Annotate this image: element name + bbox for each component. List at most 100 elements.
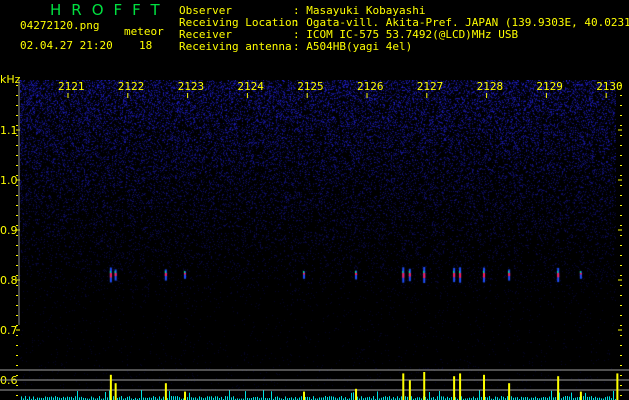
noise-bar [75, 396, 76, 400]
noise-bar [65, 397, 66, 400]
noise-bar [347, 398, 348, 400]
noise-bar [469, 397, 470, 400]
y-tick-label: 0.8 [0, 274, 18, 287]
noise-bar [605, 397, 606, 400]
noise-bar [135, 397, 136, 400]
app-title: HROFFT [50, 1, 170, 19]
noise-bar [99, 396, 100, 400]
noise-bar [511, 396, 512, 400]
noise-bar [217, 396, 218, 400]
noise-bar [595, 396, 596, 400]
noise-bar [603, 398, 604, 400]
noise-bar [183, 398, 184, 400]
info-label: Receiver [179, 28, 232, 41]
y-minor-tick-right [620, 125, 622, 126]
x-tick-label: 2125 [297, 80, 324, 93]
noise-bar [229, 390, 230, 400]
y-minor-tick [16, 335, 18, 336]
y-minor-tick [16, 215, 18, 216]
noise-bar [589, 396, 590, 400]
noise-bar [315, 398, 316, 400]
y-minor-tick-right [620, 85, 622, 86]
y-minor-tick-right [620, 145, 622, 146]
noise-bar [155, 397, 156, 400]
noise-bar [237, 398, 238, 400]
meteor-count: 18 [139, 39, 153, 52]
noise-bar [607, 396, 608, 400]
noise-bar [295, 397, 296, 400]
noise-bar [173, 396, 174, 400]
y-minor-tick-right [620, 185, 622, 186]
filename: 04272120.png [20, 19, 100, 32]
noise-bar [199, 396, 200, 400]
info-label: Observer [179, 4, 232, 17]
noise-bar [543, 397, 544, 400]
noise-bar [383, 396, 384, 400]
noise-bar [187, 397, 188, 400]
noise-bar [319, 397, 320, 400]
noise-bar [189, 392, 190, 400]
noise-bar [43, 398, 44, 400]
noise-bar [259, 398, 260, 400]
noise-bar [479, 390, 480, 400]
noise-bar [299, 397, 300, 400]
noise-bar [35, 398, 36, 400]
noise-bar [257, 396, 258, 400]
noise-bar [393, 397, 394, 400]
y-minor-tick-right [620, 275, 622, 276]
noise-bar [175, 396, 176, 400]
noise-bar [311, 398, 312, 400]
noise-bar [281, 398, 282, 400]
noise-bar [149, 397, 150, 400]
noise-bar [397, 396, 398, 400]
meteor-bar [616, 373, 619, 400]
y-minor-tick-right [620, 285, 622, 286]
noise-bar [255, 397, 256, 400]
noise-bar [377, 391, 378, 400]
meteor-bar [557, 376, 560, 400]
noise-bar [601, 398, 602, 400]
meteor-bar [459, 373, 462, 400]
noise-bar [507, 396, 508, 400]
noise-bar [471, 398, 472, 400]
noise-bar [233, 396, 234, 400]
noise-bar [157, 398, 158, 400]
noise-bar [67, 396, 68, 400]
x-tick-label: 2121 [58, 80, 85, 93]
meteor-bar [579, 391, 582, 400]
noise-bar [137, 398, 138, 400]
y-minor-tick [16, 155, 18, 156]
noise-bar [253, 397, 254, 400]
noise-bar [309, 397, 310, 400]
noise-bar [385, 396, 386, 400]
noise-bar [523, 397, 524, 400]
noise-bar [517, 397, 518, 400]
y-minor-tick-right [620, 335, 622, 336]
noise-bar [427, 398, 428, 400]
y-minor-tick [16, 135, 18, 136]
y-minor-tick-right [620, 365, 622, 366]
noise-bar [547, 397, 548, 400]
noise-bar [167, 398, 168, 400]
noise-bar [531, 397, 532, 400]
noise-bar [71, 396, 72, 400]
noise-bar [505, 398, 506, 400]
noise-bar [593, 398, 594, 400]
noise-bar [29, 396, 30, 400]
noise-bar [55, 396, 56, 400]
noise-bar [527, 397, 528, 400]
noise-bar [23, 398, 24, 400]
noise-bar [467, 398, 468, 400]
noise-bar [285, 396, 286, 400]
noise-bar [151, 397, 152, 400]
noise-bar [577, 397, 578, 400]
noise-bar [181, 398, 182, 400]
y-minor-tick [16, 255, 18, 256]
noise-bar [261, 397, 262, 400]
noise-bar [597, 397, 598, 400]
y-minor-tick-right [620, 165, 622, 166]
y-minor-tick-right [620, 195, 622, 196]
noise-bar [73, 398, 74, 400]
noise-bar [109, 390, 110, 400]
noise-bar [465, 398, 466, 400]
